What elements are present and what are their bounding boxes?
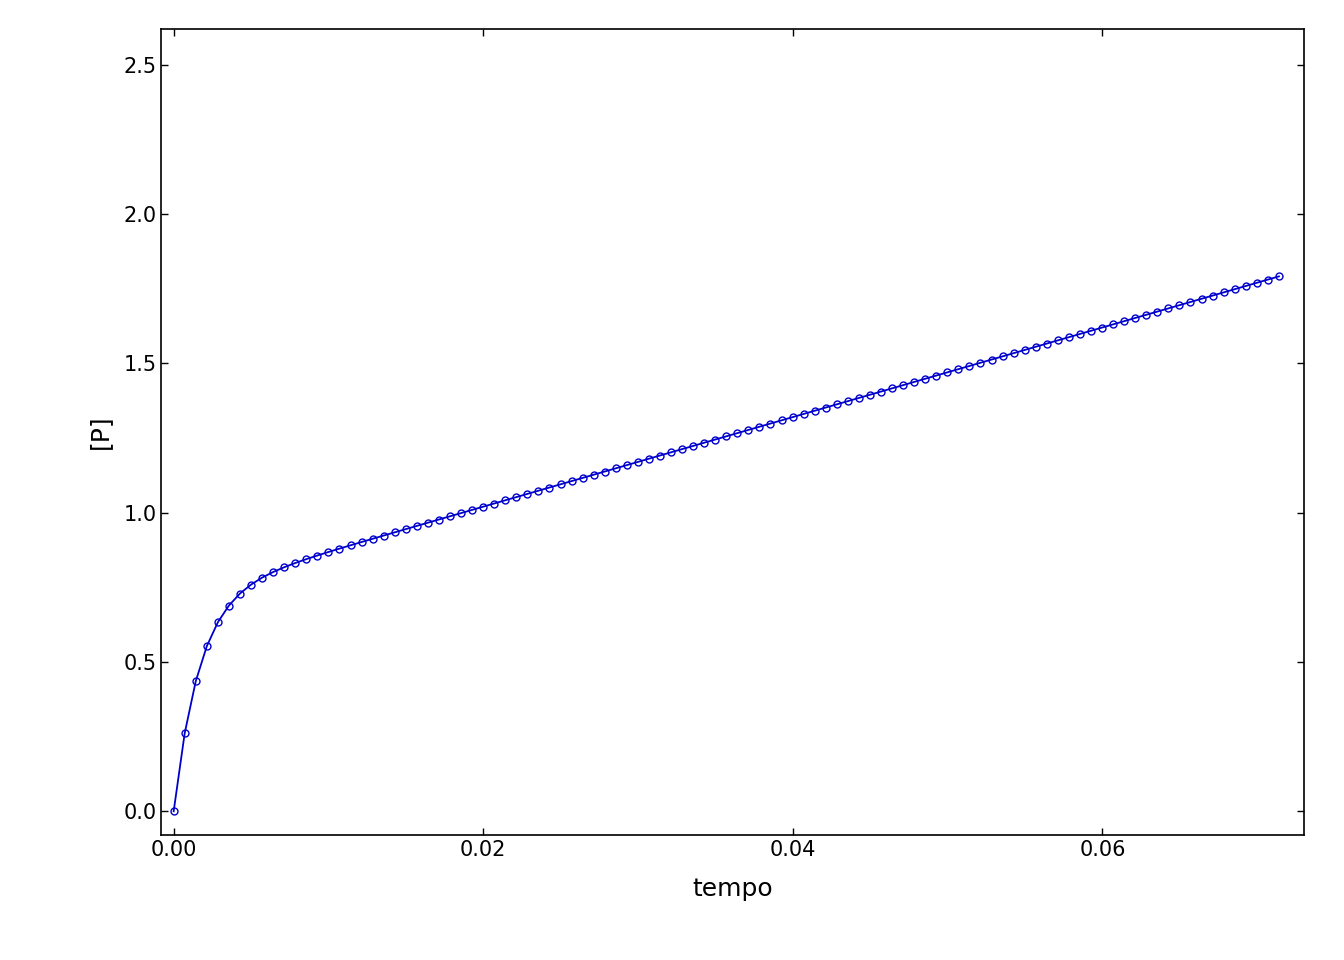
X-axis label: tempo: tempo bbox=[692, 876, 773, 900]
Y-axis label: [P]: [P] bbox=[89, 415, 112, 449]
